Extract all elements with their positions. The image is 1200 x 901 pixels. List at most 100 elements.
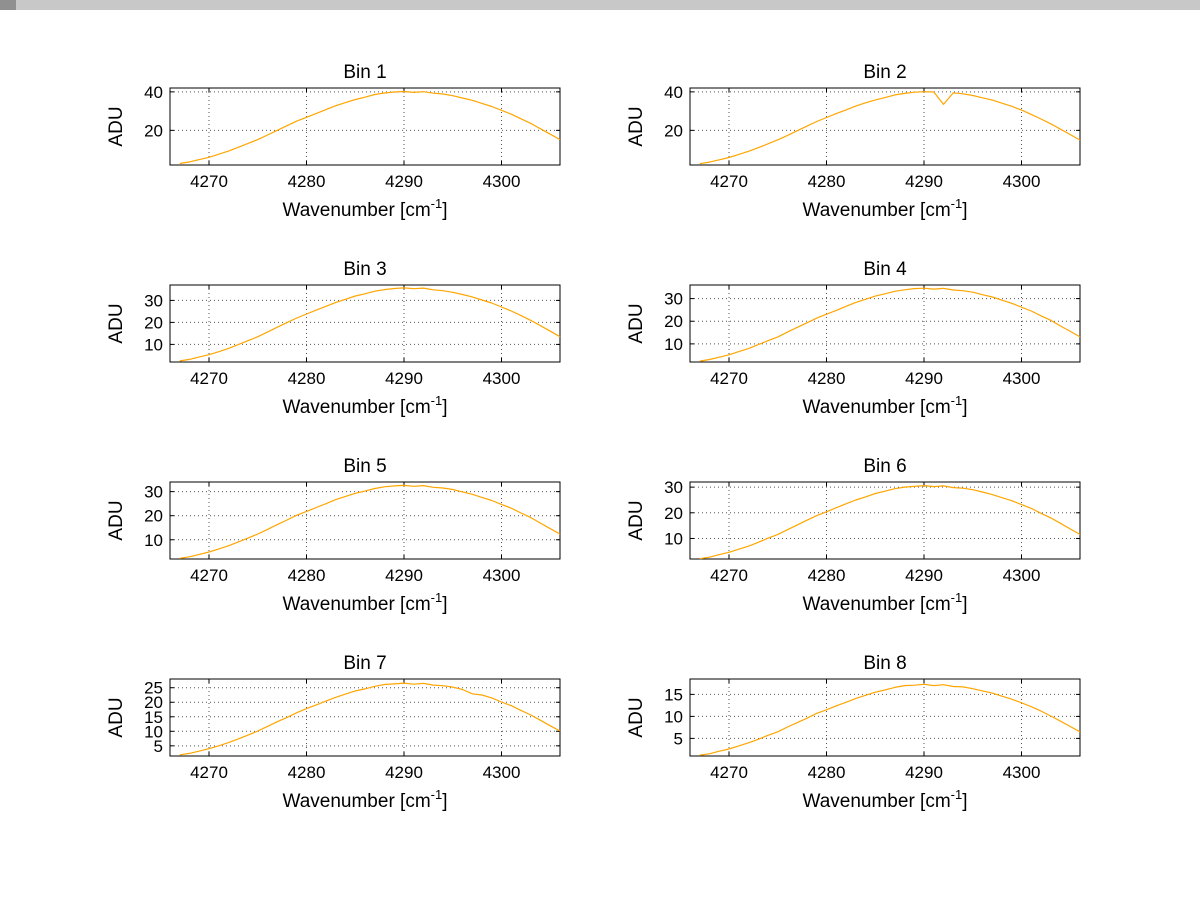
- y-tick-label: 10: [664, 707, 683, 726]
- y-tick-label: 30: [664, 290, 683, 309]
- x-tick-label: 4300: [1003, 172, 1041, 191]
- x-tick-label: 4280: [288, 172, 326, 191]
- y-axis-label: ADU: [626, 697, 647, 737]
- y-tick-label: 10: [144, 722, 163, 741]
- spectrum-line: [699, 485, 1081, 560]
- y-tick-label: 30: [664, 478, 683, 497]
- x-tick-label: 4290: [385, 172, 423, 191]
- subplot-title: Bin 6: [863, 456, 906, 477]
- x-tick-label: 4270: [190, 763, 228, 782]
- x-axis-label: Wavenumber [cm-1]: [282, 590, 447, 615]
- axis-box: [169, 678, 561, 757]
- x-axis-label: Wavenumber [cm-1]: [802, 393, 967, 418]
- y-tick-label: 20: [664, 312, 683, 331]
- y-tick-label: 20: [664, 504, 683, 523]
- x-tick-label: 4280: [288, 566, 326, 585]
- y-axis-label: ADU: [106, 303, 127, 343]
- x-tick-label: 4280: [808, 369, 846, 388]
- subplot-bin-3: 4270 4280 4290 4300 10 20 30 Bin 3 Wavenumber [c…: [92, 257, 612, 447]
- y-tick-label: 15: [144, 708, 163, 727]
- subplot-svg-bin-5: 4270 4280 4290 4300 10 20 30 Bin 5 Wavenumber [c…: [106, 456, 561, 615]
- spectrum-line: [179, 287, 561, 362]
- y-tick-label: 20: [144, 313, 163, 332]
- axis-box: [169, 284, 561, 363]
- subplot-svg-bin-1: 4270 4280 4290 4300 20 40 Bin 1 Wavenumber [cm-…: [106, 62, 561, 221]
- spectrum-line: [179, 90, 561, 165]
- x-tick-label: 4270: [190, 566, 228, 585]
- y-tick-label: 40: [664, 83, 683, 102]
- y-tick-label: 30: [144, 483, 163, 502]
- spectrum-line: [179, 484, 561, 559]
- subplot-svg-bin-4: 4270 4280 4290 4300 10 20 30 Bin 4 Wavenumber [c…: [626, 259, 1081, 418]
- y-axis-label: ADU: [106, 697, 127, 737]
- spectrum-line: [699, 287, 1081, 362]
- x-tick-label: 4300: [483, 369, 521, 388]
- x-tick-label: 4300: [483, 566, 521, 585]
- x-tick-label: 4270: [710, 369, 748, 388]
- axis-box: [689, 87, 1081, 166]
- subplot-title: Bin 3: [343, 259, 386, 280]
- subplot-bin-2: 4270 4280 4290 4300 20 40 Bin 2 Wavenumber [cm-…: [612, 60, 1132, 250]
- x-tick-label: 4270: [190, 172, 228, 191]
- y-axis-label: ADU: [626, 106, 647, 146]
- subplot-svg-bin-2: 4270 4280 4290 4300 20 40 Bin 2 Wavenumber [cm-…: [626, 62, 1081, 221]
- y-tick-label: 10: [144, 335, 163, 354]
- window-chrome-strip: [0, 0, 1200, 10]
- axis-box: [689, 678, 1081, 757]
- y-tick-label: 5: [154, 737, 163, 756]
- x-axis-label: Wavenumber [cm-1]: [282, 393, 447, 418]
- axis-box: [169, 481, 561, 560]
- y-axis-label: ADU: [106, 500, 127, 540]
- axis-box: [169, 87, 561, 166]
- subplot-title: Bin 8: [863, 653, 906, 674]
- y-tick-label: 20: [664, 121, 683, 140]
- y-tick-label: 25: [144, 679, 163, 698]
- subplot-title: Bin 2: [863, 62, 906, 83]
- subplot-svg-bin-8: 4270 4280 4290 4300 5 10 15 Bin 8 Wavenumber [cm…: [626, 653, 1081, 812]
- x-tick-label: 4280: [808, 763, 846, 782]
- y-tick-label: 15: [664, 685, 683, 704]
- spectrum-line: [699, 91, 1081, 165]
- x-axis-label: Wavenumber [cm-1]: [282, 787, 447, 812]
- y-tick-label: 20: [144, 693, 163, 712]
- x-tick-label: 4280: [288, 369, 326, 388]
- spectrum-line: [699, 683, 1081, 756]
- x-tick-label: 4300: [1003, 566, 1041, 585]
- subplot-title: Bin 7: [343, 653, 386, 674]
- x-tick-label: 4290: [385, 763, 423, 782]
- subplot-title: Bin 4: [863, 259, 907, 280]
- x-tick-label: 4280: [288, 763, 326, 782]
- x-tick-label: 4290: [385, 369, 423, 388]
- y-tick-label: 20: [144, 121, 163, 140]
- y-tick-label: 30: [144, 291, 163, 310]
- subplot-bin-6: 4270 4280 4290 4300 10 20 30 Bin 6 Wavenumber [c…: [612, 454, 1132, 644]
- subplot-title: Bin 5: [343, 456, 386, 477]
- x-tick-label: 4270: [710, 172, 748, 191]
- x-axis-label: Wavenumber [cm-1]: [802, 590, 967, 615]
- y-tick-label: 5: [674, 729, 683, 748]
- x-tick-label: 4290: [905, 369, 943, 388]
- x-tick-label: 4290: [905, 172, 943, 191]
- x-axis-label: Wavenumber [cm-1]: [802, 196, 967, 221]
- x-tick-label: 4280: [808, 566, 846, 585]
- x-axis-label: Wavenumber [cm-1]: [282, 196, 447, 221]
- subplot-bin-7: 4270 4280 4290 4300 5 10 15 20 25 Bin 7 Wavenumber…: [92, 651, 612, 841]
- y-tick-label: 20: [144, 507, 163, 526]
- x-tick-label: 4300: [1003, 763, 1041, 782]
- subplot-title: Bin 1: [343, 62, 386, 83]
- spectrum-line: [179, 682, 561, 756]
- x-tick-label: 4300: [1003, 369, 1041, 388]
- axis-box: [689, 481, 1081, 560]
- x-tick-label: 4290: [905, 763, 943, 782]
- subplot-svg-bin-3: 4270 4280 4290 4300 10 20 30 Bin 3 Wavenumber [c…: [106, 259, 561, 418]
- y-tick-label: 10: [664, 529, 683, 548]
- x-axis-label: Wavenumber [cm-1]: [802, 787, 967, 812]
- y-axis-label: ADU: [626, 303, 647, 343]
- y-axis-label: ADU: [626, 500, 647, 540]
- y-tick-label: 40: [144, 83, 163, 102]
- x-tick-label: 4270: [710, 763, 748, 782]
- x-tick-label: 4270: [190, 369, 228, 388]
- y-axis-label: ADU: [106, 106, 127, 146]
